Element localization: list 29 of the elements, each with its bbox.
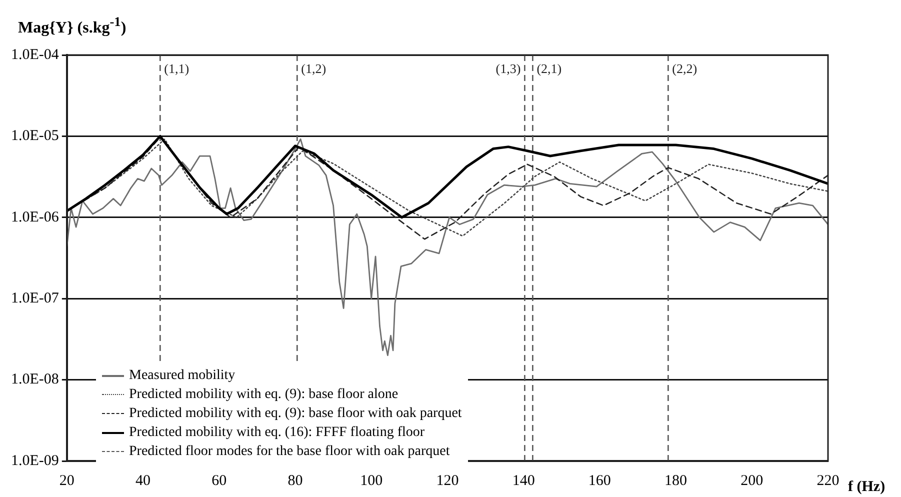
annotation: (1,1) bbox=[164, 60, 190, 76]
annotation: (2,1) bbox=[536, 60, 562, 76]
x-tick-label: 100 bbox=[360, 472, 383, 489]
legend-label: Predicted mobility with eq. (9): base floor alone bbox=[129, 386, 398, 402]
y-tick-label: 1.0E-06 bbox=[10, 209, 60, 226]
x-tick-label: 80 bbox=[288, 472, 303, 489]
y-tick-label: 1.0E-05 bbox=[10, 128, 59, 144]
legend-label: Predicted mobility with eq. (16): FFFF floating floor bbox=[129, 424, 425, 440]
y-tick-label: 1.0E-09 bbox=[10, 452, 59, 469]
x-tick-label: 160 bbox=[588, 472, 611, 489]
x-tick-label: 40 bbox=[136, 472, 151, 489]
x-tick-label: 200 bbox=[740, 472, 764, 489]
legend-label: Predicted mobility with eq. (9): base floor with oak parquet bbox=[129, 406, 462, 422]
y-tick-label: 1.0E-04 bbox=[10, 46, 60, 63]
x-tick-label: 60 bbox=[212, 472, 227, 489]
x-tick-label: 20 bbox=[59, 472, 74, 489]
x-tick-label: 140 bbox=[512, 472, 535, 489]
annotation: Predicted floor modes for the base floor with oak parquet bbox=[129, 444, 450, 460]
annotation: (1,2) bbox=[301, 60, 326, 76]
x-axis-title: f (Hz) bbox=[848, 479, 886, 496]
y-tick-label: 1.0E-07 bbox=[10, 290, 60, 307]
legend-label: Measured mobility bbox=[129, 368, 236, 384]
x-tick-label: 120 bbox=[436, 472, 459, 489]
y-axis-title: Mag{Y} (s.kg$^{-1}$) bbox=[18, 14, 126, 38]
annotation: (2,2) bbox=[672, 60, 698, 76]
x-tick-label: 220 bbox=[816, 472, 840, 489]
annotation: (1,3) bbox=[496, 60, 521, 76]
y-tick-label: 1.0E-08 bbox=[10, 372, 59, 388]
x-tick-label: 180 bbox=[664, 472, 688, 489]
